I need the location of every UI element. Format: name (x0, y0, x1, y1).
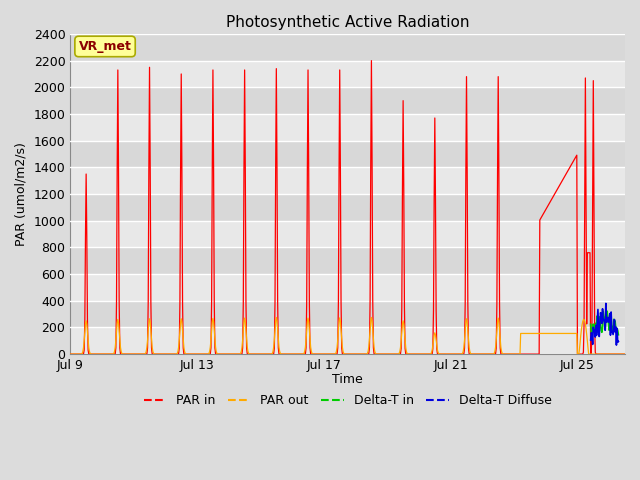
Bar (70, 327, 625, 354)
Bar (70, 247, 625, 274)
Bar (70, 60, 625, 87)
Bar (70, 301, 625, 327)
Legend: PAR in, PAR out, Delta-T in, Delta-T Diffuse: PAR in, PAR out, Delta-T in, Delta-T Dif… (139, 389, 557, 412)
Bar (70, 168, 625, 194)
Bar (70, 221, 625, 247)
Bar (70, 274, 625, 301)
Title: Photosynthetic Active Radiation: Photosynthetic Active Radiation (226, 15, 469, 30)
X-axis label: Time: Time (332, 373, 363, 386)
Bar (70, 87, 625, 114)
Text: VR_met: VR_met (79, 40, 131, 53)
Bar (70, 141, 625, 168)
Bar (70, 114, 625, 141)
Y-axis label: PAR (umol/m2/s): PAR (umol/m2/s) (15, 142, 28, 246)
Bar (70, 34, 625, 60)
Bar (70, 194, 625, 221)
